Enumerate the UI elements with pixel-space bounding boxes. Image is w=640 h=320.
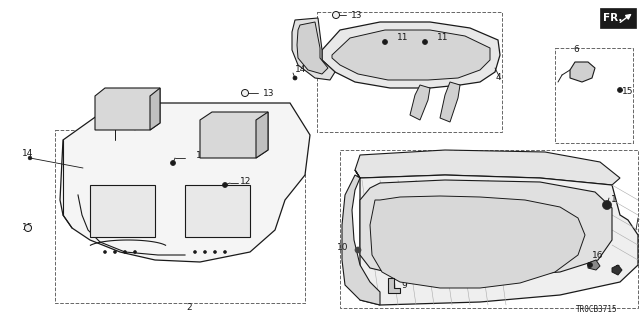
Bar: [55, 130, 305, 303]
Circle shape: [422, 39, 428, 44]
Circle shape: [223, 182, 227, 188]
Bar: [185, 185, 250, 237]
Circle shape: [214, 251, 216, 253]
Text: 13: 13: [263, 89, 275, 98]
Polygon shape: [256, 112, 268, 158]
Text: 4: 4: [496, 74, 502, 83]
Text: 10: 10: [337, 244, 348, 252]
Circle shape: [333, 12, 339, 19]
Text: 11: 11: [437, 34, 449, 43]
Circle shape: [193, 251, 196, 253]
Circle shape: [24, 225, 31, 231]
Text: 7: 7: [114, 91, 120, 100]
Circle shape: [241, 90, 248, 97]
Text: 1: 1: [611, 196, 617, 204]
Text: 2: 2: [186, 303, 192, 313]
Circle shape: [293, 76, 297, 80]
Circle shape: [618, 87, 623, 92]
Text: 5: 5: [614, 266, 620, 275]
Polygon shape: [388, 278, 400, 293]
FancyBboxPatch shape: [600, 8, 636, 28]
Text: 14: 14: [22, 148, 33, 157]
Circle shape: [28, 156, 32, 160]
Text: 15: 15: [622, 87, 634, 97]
Circle shape: [355, 247, 361, 253]
Polygon shape: [95, 88, 160, 130]
Text: 11: 11: [196, 151, 207, 161]
Bar: [340, 150, 638, 308]
Text: 13: 13: [351, 11, 362, 20]
Polygon shape: [612, 265, 622, 275]
Polygon shape: [355, 150, 620, 185]
Circle shape: [383, 39, 387, 44]
Polygon shape: [360, 180, 612, 278]
Circle shape: [223, 251, 227, 253]
Bar: [90, 185, 155, 237]
Text: 15: 15: [22, 223, 33, 233]
Polygon shape: [410, 85, 430, 120]
Polygon shape: [332, 30, 490, 80]
Polygon shape: [200, 112, 268, 158]
Polygon shape: [370, 196, 585, 288]
Polygon shape: [342, 175, 380, 305]
Circle shape: [104, 251, 106, 253]
Polygon shape: [322, 22, 500, 88]
Bar: [555, 48, 633, 143]
Polygon shape: [60, 103, 310, 262]
Polygon shape: [588, 260, 600, 270]
Text: 14: 14: [295, 66, 307, 75]
Text: 12: 12: [240, 177, 252, 186]
Circle shape: [124, 251, 127, 253]
Polygon shape: [570, 62, 595, 82]
Circle shape: [113, 251, 116, 253]
Text: FR.: FR.: [603, 13, 622, 23]
Polygon shape: [292, 18, 335, 80]
Text: 3: 3: [638, 213, 640, 222]
Polygon shape: [150, 88, 160, 130]
Polygon shape: [297, 22, 328, 74]
Polygon shape: [355, 170, 638, 305]
Polygon shape: [440, 82, 460, 122]
Circle shape: [204, 251, 207, 253]
Text: 11: 11: [397, 34, 408, 43]
Circle shape: [602, 201, 611, 210]
Text: TR0CB3715: TR0CB3715: [576, 306, 618, 315]
Text: 6: 6: [573, 45, 579, 54]
Text: 8: 8: [243, 124, 249, 132]
Bar: [317, 12, 502, 132]
Circle shape: [170, 161, 175, 165]
Text: 16: 16: [592, 252, 604, 260]
Text: 9: 9: [401, 281, 407, 290]
Circle shape: [588, 262, 593, 268]
Circle shape: [134, 251, 136, 253]
